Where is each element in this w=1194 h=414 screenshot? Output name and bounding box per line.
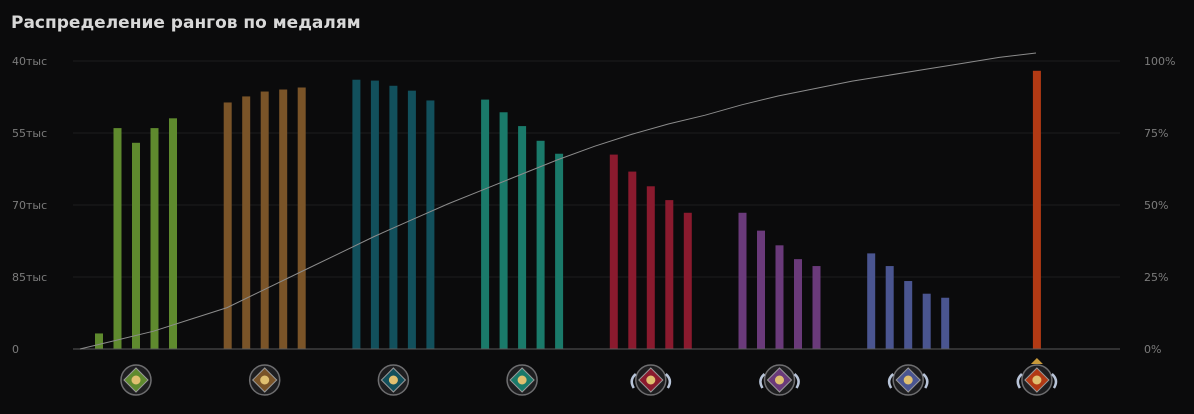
bar xyxy=(279,89,288,350)
bar xyxy=(169,118,177,349)
legend-medal-icon xyxy=(630,364,672,396)
left-tick-label: 85тыс xyxy=(12,271,47,284)
bar xyxy=(113,128,122,349)
ancient-medal-icon xyxy=(759,364,800,396)
bar xyxy=(223,102,232,349)
left-tick-label: 55тыс xyxy=(12,127,47,140)
bar xyxy=(609,154,618,349)
chart-title: Распределение рангов по медалям xyxy=(11,13,361,33)
right-tick-label: 25% xyxy=(1144,271,1168,284)
bar-group-divine xyxy=(867,253,950,349)
right-tick-label: 100% xyxy=(1144,55,1175,68)
bar xyxy=(904,281,913,349)
bar xyxy=(922,293,931,349)
bar xyxy=(941,297,950,349)
bar xyxy=(481,99,490,349)
bar xyxy=(426,100,435,350)
medal-icons xyxy=(120,358,1058,396)
bar xyxy=(132,142,140,349)
bar xyxy=(499,112,508,349)
bar xyxy=(757,230,765,349)
archon-medal-icon xyxy=(506,364,538,396)
right-tick-label: 75% xyxy=(1144,127,1168,140)
cumulative-line xyxy=(79,52,1037,350)
guardian-medal-icon xyxy=(248,364,281,396)
bar xyxy=(794,259,802,349)
bar xyxy=(1032,70,1041,350)
bar-group-ancient xyxy=(738,212,821,349)
bar xyxy=(518,126,527,349)
left-tick-label: 0 xyxy=(12,343,19,356)
bar xyxy=(628,171,637,349)
left-tick-label: 40тыс xyxy=(12,55,47,68)
bar xyxy=(370,80,379,350)
bar xyxy=(646,186,655,349)
bar-group-legend xyxy=(609,154,692,349)
divine-medal-icon xyxy=(887,364,929,396)
herald-medal-icon xyxy=(120,364,152,396)
bar xyxy=(242,96,251,349)
bar-group-herald xyxy=(95,118,177,349)
left-tick-label: 70тыс xyxy=(12,199,47,212)
right-tick-label: 50% xyxy=(1144,199,1168,212)
bar xyxy=(867,253,876,349)
bar xyxy=(150,128,159,349)
bar xyxy=(260,91,269,349)
bar-group-immortal xyxy=(1032,70,1041,350)
bar xyxy=(536,140,545,349)
bar xyxy=(555,153,564,349)
left-axis: 40тыс 55тыс 70тыс 85тыс 0 xyxy=(12,55,47,356)
bar xyxy=(738,212,747,349)
bar xyxy=(389,85,398,349)
bar xyxy=(95,333,103,349)
immortal-medal-icon xyxy=(1016,358,1058,396)
bar xyxy=(885,266,894,349)
bar-group-archon xyxy=(481,99,564,349)
crusader-medal-icon xyxy=(377,364,410,396)
bar-group-crusader xyxy=(352,79,435,350)
bar-group-guardian xyxy=(223,87,306,350)
bars xyxy=(95,70,1041,350)
bar xyxy=(352,79,361,349)
bar xyxy=(683,212,692,349)
bar xyxy=(812,266,821,349)
bar xyxy=(775,245,784,349)
right-axis: 100% 75% 50% 25% 0% xyxy=(1144,55,1175,356)
bar xyxy=(665,200,674,349)
right-tick-label: 0% xyxy=(1144,343,1161,356)
bar xyxy=(297,87,306,349)
